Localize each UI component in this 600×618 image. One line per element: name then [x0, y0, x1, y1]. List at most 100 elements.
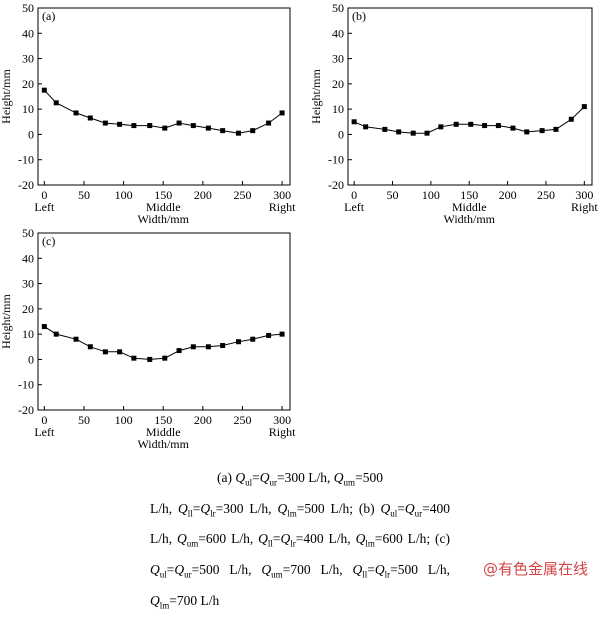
data-point: [581, 104, 587, 110]
q-sub: um: [343, 477, 356, 488]
unit: L/h: [304, 470, 328, 485]
figure-caption: (a) Qul=Qur=300 L/h, Qum=500 L/h, Qll=Ql…: [150, 465, 450, 618]
data-point: [102, 120, 108, 126]
data-point: [410, 130, 416, 136]
x-tick-label: 0: [41, 413, 47, 427]
x-tick-label: 200: [194, 188, 212, 202]
data-point: [162, 355, 168, 361]
data-point: [73, 336, 79, 342]
q-sub: ul: [390, 508, 398, 519]
data-point: [539, 128, 545, 134]
y-tick-label: 0: [28, 127, 34, 141]
left-label: Left: [34, 200, 55, 214]
x-tick-label: 300: [575, 188, 593, 202]
data-point: [482, 123, 488, 129]
q-sub: lr: [384, 569, 391, 580]
q-sub: lr: [210, 508, 216, 519]
caption-value: 400: [303, 531, 324, 547]
q-sub: ul: [159, 569, 167, 580]
q-sub: lm: [365, 539, 375, 550]
y-tick-label: 10: [22, 102, 34, 116]
caption-value: 500: [199, 562, 220, 578]
unit: L/h: [417, 562, 447, 578]
series-line: [353, 106, 585, 134]
y-axis-label: Height/mm: [0, 294, 13, 349]
data-point: [102, 349, 108, 355]
q-symbol: Q: [258, 531, 268, 547]
data-point: [147, 123, 153, 129]
y-tick-label: 40: [22, 26, 34, 40]
data-point: [41, 87, 47, 93]
q-symbol: Q: [174, 562, 185, 578]
caption-body: L/h, Qll=Qlr=300 L/h, Qlm=500 L/h; (b) Q…: [150, 496, 450, 618]
eq: =: [166, 562, 175, 578]
y-tick-label: 50: [22, 226, 34, 240]
q-symbol: Q: [333, 470, 344, 485]
data-point: [266, 120, 272, 126]
middle-label: Middle: [146, 425, 181, 439]
eq: =: [272, 531, 281, 547]
data-point: [382, 126, 388, 132]
panel-label: (c): [42, 234, 55, 248]
sep: ,: [327, 470, 334, 485]
data-point: [468, 121, 474, 127]
data-point: [190, 123, 196, 129]
y-tick-label: 30: [332, 52, 344, 66]
x-axis-label: Width/mm: [443, 212, 495, 226]
y-tick-label: -10: [18, 153, 34, 167]
data-point: [220, 343, 226, 349]
x-tick-label: 200: [194, 413, 212, 427]
data-point: [424, 130, 430, 136]
data-point: [495, 123, 501, 129]
data-point: [279, 331, 285, 337]
data-point: [190, 344, 196, 350]
y-tick-label: 30: [22, 277, 34, 291]
data-point: [250, 128, 256, 134]
q-symbol: Q: [200, 500, 211, 516]
data-point: [147, 356, 153, 362]
data-point: [205, 125, 211, 131]
x-tick-label: 50: [78, 413, 90, 427]
x-tick-label: 150: [154, 188, 172, 202]
x-tick-label: 50: [387, 188, 399, 202]
y-tick-label: -20: [18, 403, 34, 417]
q-sub: um: [186, 539, 199, 550]
eq: =: [192, 500, 201, 516]
unit: L/h: [402, 531, 427, 547]
q-symbol: Q: [280, 531, 291, 547]
data-point: [131, 355, 137, 361]
y-tick-label: 20: [332, 77, 344, 91]
x-tick-label: 250: [233, 413, 251, 427]
data-point: [363, 124, 369, 130]
x-tick-label: 100: [115, 413, 133, 427]
data-point: [53, 331, 59, 337]
q-sub: lm: [159, 600, 170, 611]
q-symbol: Q: [380, 500, 391, 516]
eq: =: [397, 500, 405, 516]
q-symbol: Q: [374, 562, 385, 578]
data-point: [73, 110, 79, 116]
eq: =: [390, 562, 398, 578]
caption-value: 300: [284, 470, 305, 485]
data-point: [176, 348, 182, 354]
data-point: [553, 126, 559, 132]
panel-a: -20 -10 0 10 20 30 40 50 0 50 100 150 200 250 300 Left M…: [0, 1, 296, 226]
data-point: [117, 121, 123, 127]
eq: =: [422, 500, 430, 516]
data-point: [176, 120, 182, 126]
y-axis-label: Height/mm: [309, 69, 323, 124]
right-label: Right: [571, 200, 598, 214]
eq: =: [215, 500, 224, 516]
right-label: Right: [269, 425, 296, 439]
plot-frame: [347, 7, 593, 186]
x-tick-label: 250: [537, 188, 555, 202]
right-label: Right: [269, 200, 296, 214]
eq: =: [295, 531, 304, 547]
q-sub: ur: [414, 508, 423, 519]
eq: =: [367, 562, 375, 578]
unit: L/h: [197, 592, 220, 608]
q-symbol: Q: [177, 531, 187, 547]
sep: ,: [446, 562, 450, 578]
data-point: [205, 344, 211, 350]
eq: =: [282, 562, 291, 578]
